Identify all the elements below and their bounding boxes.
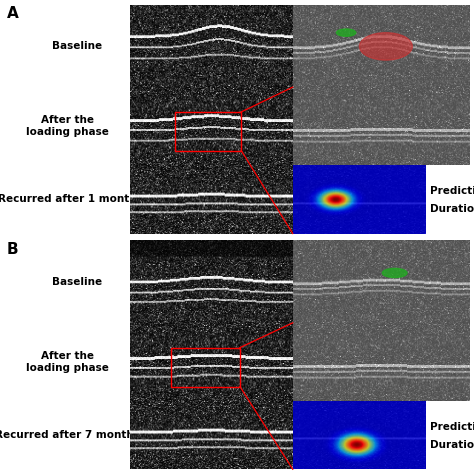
Text: A: A	[7, 6, 18, 21]
Ellipse shape	[359, 33, 412, 60]
Text: Prediction: 0.1362: Prediction: 0.1362	[429, 422, 474, 432]
Text: Duration: 1.1499: Duration: 1.1499	[429, 204, 474, 215]
Ellipse shape	[383, 268, 407, 278]
Ellipse shape	[337, 29, 356, 36]
Text: Prediction: 0.6391: Prediction: 0.6391	[429, 186, 474, 196]
Text: After the
loading phase: After the loading phase	[26, 115, 109, 137]
Text: Baseline: Baseline	[52, 41, 102, 51]
Text: Duration: 7.3595: Duration: 7.3595	[429, 440, 474, 450]
Text: Recurred after 7 months: Recurred after 7 months	[0, 430, 140, 440]
Text: After the
loading phase: After the loading phase	[26, 351, 109, 373]
Text: Baseline: Baseline	[52, 277, 102, 287]
Text: Recurred after 1 month: Recurred after 1 month	[0, 194, 137, 204]
Text: B: B	[7, 242, 18, 257]
